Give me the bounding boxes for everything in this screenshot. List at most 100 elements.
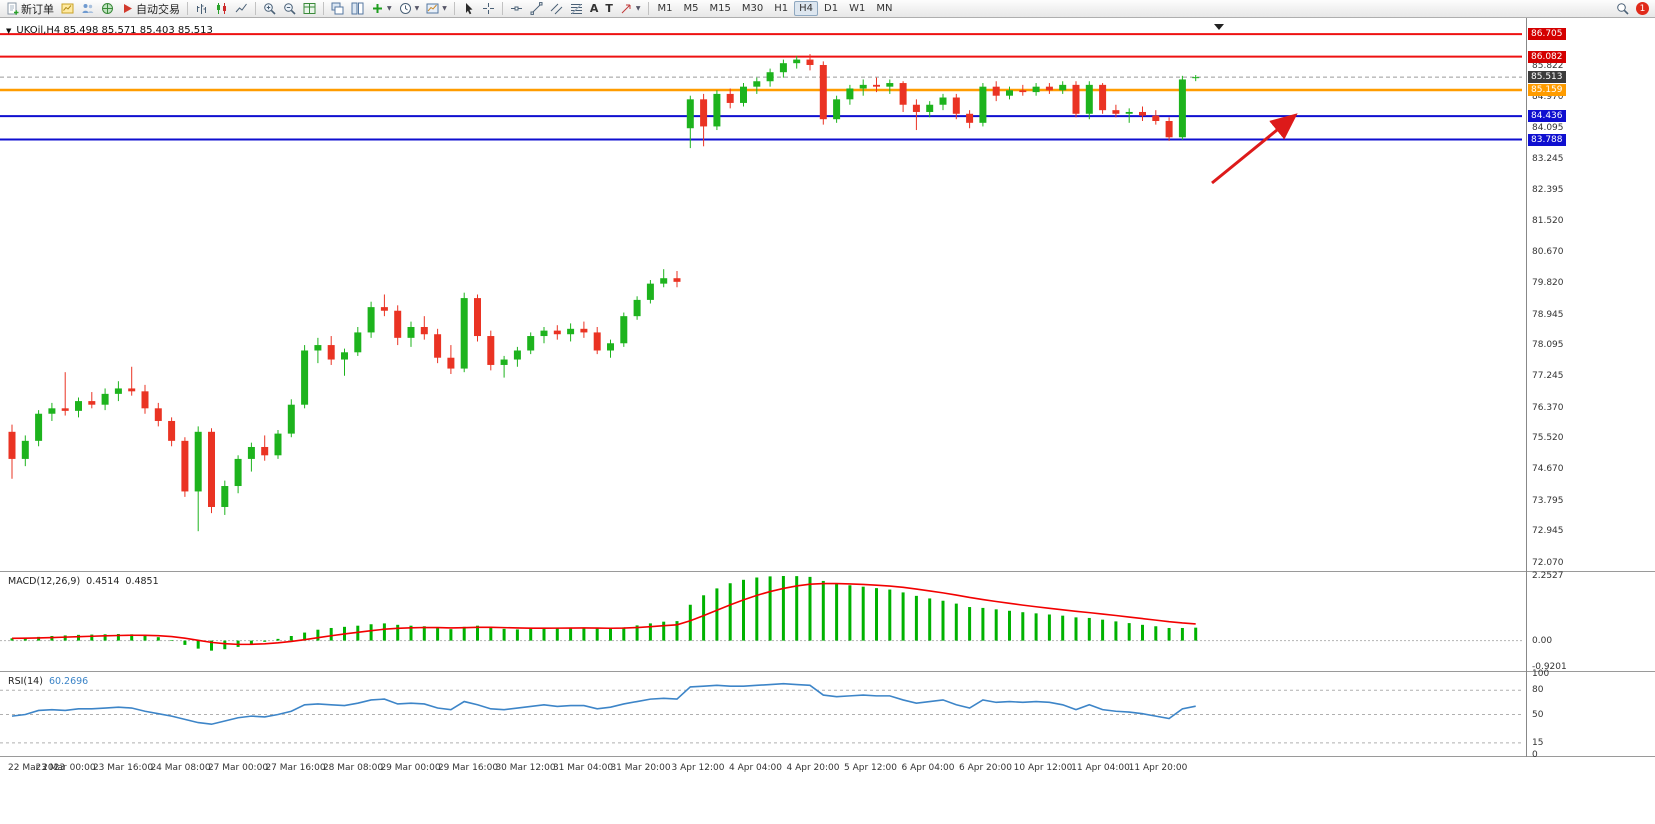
chart-title: ▼ UKOil,H4 85.498 85.571 85.403 85.513	[6, 25, 213, 36]
crosshair-button[interactable]	[479, 1, 498, 17]
channel-icon	[550, 3, 563, 15]
templates-button[interactable]: ▼	[423, 1, 450, 17]
text-tool-button[interactable]: A	[587, 1, 602, 17]
fibonacci-button[interactable]	[567, 1, 586, 17]
main-price-chart[interactable]	[0, 18, 1526, 572]
new-chart-icon	[61, 3, 74, 14]
price-axis-tick: 84.095	[1532, 123, 1564, 134]
dropdown-caret-icon: ▼	[387, 5, 392, 12]
price-axis-tick: 78.945	[1532, 309, 1564, 320]
time-axis-label: 3 Apr 12:00	[671, 763, 725, 773]
dropdown-caret-icon: ▼	[414, 5, 420, 12]
time-axis-label: 11 Apr 04:00	[1071, 763, 1130, 773]
trendline-button[interactable]	[527, 1, 546, 17]
price-axis-tick: 72.945	[1532, 526, 1564, 537]
template-icon	[426, 3, 439, 14]
dropdown-caret-icon: ▼	[635, 5, 641, 12]
macd-label: MACD(12,26,9) 0.4514 0.4851	[8, 576, 159, 587]
indicators-button[interactable]: ▼	[368, 1, 395, 17]
cursor-button[interactable]	[459, 1, 478, 17]
time-axis-label: 31 Mar 04:00	[552, 763, 614, 773]
timeframe-h1-button[interactable]: H1	[769, 1, 793, 16]
price-tag: 83.788	[1528, 133, 1566, 146]
price-tag: 84.436	[1528, 110, 1566, 123]
time-axis[interactable]: 22 Mar 2023 23 Mar 00:00 23 Mar 16:00 24 Ma…	[0, 757, 1526, 779]
panel-separator[interactable]	[0, 571, 1655, 572]
candlestick-chart-button[interactable]	[212, 1, 231, 17]
channel-button[interactable]	[547, 1, 566, 17]
rsi-label: RSI(14) 60.2696	[8, 676, 88, 687]
time-axis-label: 28 Mar 08:00	[322, 763, 384, 773]
arrow-tool-icon	[621, 4, 631, 14]
macd-signal-value: 0.4851	[125, 576, 159, 587]
main-toolbar: 新订单 自动交易	[0, 0, 1655, 18]
horizontal-line-button[interactable]	[507, 1, 526, 17]
price-axis-tick: 84.970	[1532, 91, 1564, 102]
price-axis-tick: 80.670	[1532, 247, 1564, 258]
time-axis-label: 29 Mar 00:00	[380, 763, 441, 773]
timeframe-m1-button[interactable]: M1	[653, 1, 678, 16]
time-axis-label: 27 Mar 16:00	[265, 763, 326, 773]
arrows-tool-button[interactable]: ▼	[617, 1, 644, 17]
arrange-windows-icon	[351, 2, 364, 15]
macd-panel[interactable]	[0, 572, 1526, 671]
one-click-trading-arrow-icon[interactable]: ▼	[6, 26, 12, 35]
time-axis-label: 22 Mar 2023	[8, 763, 66, 773]
new-order-button[interactable]: 新订单	[3, 1, 57, 17]
time-axis-label: 5 Apr 12:00	[844, 763, 897, 773]
rsi-axis-tick: 100	[1532, 669, 1550, 679]
price-axis-tick: 74.670	[1532, 464, 1564, 475]
timeframe-h4-button[interactable]: H4	[794, 1, 819, 16]
price-axis-tick: 73.795	[1532, 495, 1564, 506]
scroll-to-end-marker[interactable]	[1214, 24, 1224, 30]
tile-windows-button[interactable]	[300, 1, 319, 17]
zoom-out-button[interactable]	[280, 1, 299, 17]
zoom-in-button[interactable]	[260, 1, 279, 17]
rsi-axis-tick: 15	[1532, 737, 1544, 748]
macd-signal-line	[11, 582, 1196, 646]
line-chart-button[interactable]	[232, 1, 251, 17]
rsi-axis-tick: 80	[1532, 685, 1544, 696]
timeframe-w1-button[interactable]: W1	[844, 1, 870, 16]
arrange-windows-button[interactable]	[348, 1, 367, 17]
label-tool-button[interactable]: T	[602, 1, 616, 17]
timeframe-mn-button[interactable]: MN	[871, 1, 897, 16]
price-tag: 86.082	[1528, 50, 1566, 63]
cascade-windows-button[interactable]	[328, 1, 347, 17]
chart-title-text: UKOil,H4 85.498 85.571 85.403 85.513	[16, 25, 213, 36]
periods-button[interactable]: ▼	[396, 1, 423, 17]
panel-separator[interactable]	[0, 671, 1655, 672]
market-watch-button[interactable]	[98, 1, 117, 17]
rsi-value: 60.2696	[48, 676, 89, 687]
zoom-out-icon	[284, 3, 296, 15]
text-tool-label: A	[589, 2, 599, 15]
timeframe-m30-button[interactable]: M30	[737, 1, 768, 16]
time-axis-label: 23 Mar 00:00	[35, 763, 96, 773]
market-watch-icon	[102, 3, 113, 14]
clock-icon	[399, 3, 411, 14]
toolbar-separator	[255, 2, 256, 15]
bar-chart-button[interactable]	[192, 1, 211, 17]
price-axis[interactable]: 85.822 84.970 84.095 83.245 82.395 81.520 80.6…	[1526, 18, 1655, 760]
autotrading-button[interactable]: 自动交易	[118, 1, 183, 17]
toolbar-separator	[501, 2, 503, 15]
price-axis-tick: 72.070	[1532, 557, 1564, 568]
timeframe-m5-button[interactable]: M5	[679, 1, 704, 16]
timeframe-d1-button[interactable]: D1	[819, 1, 843, 16]
price-axis-tick: 81.520	[1532, 216, 1564, 227]
toolbar-separator	[453, 2, 455, 15]
profiles-button[interactable]	[78, 1, 97, 17]
price-axis-tick: 78.095	[1532, 340, 1564, 351]
price-axis-tick: 83.245	[1532, 154, 1564, 165]
search-button[interactable]	[1613, 1, 1632, 17]
price-axis-tick: 79.820	[1532, 277, 1564, 288]
price-axis-tick: 75.520	[1532, 433, 1564, 444]
annotation-arrow[interactable]	[1211, 113, 1298, 185]
new-chart-button[interactable]	[58, 1, 77, 17]
notifications-button[interactable]: 1	[1633, 1, 1652, 17]
price-axis-tick: 82.395	[1532, 184, 1564, 195]
rsi-panel[interactable]	[0, 672, 1526, 756]
timeframe-m15-button[interactable]: M15	[705, 1, 736, 16]
toolbar-separator	[647, 2, 649, 15]
